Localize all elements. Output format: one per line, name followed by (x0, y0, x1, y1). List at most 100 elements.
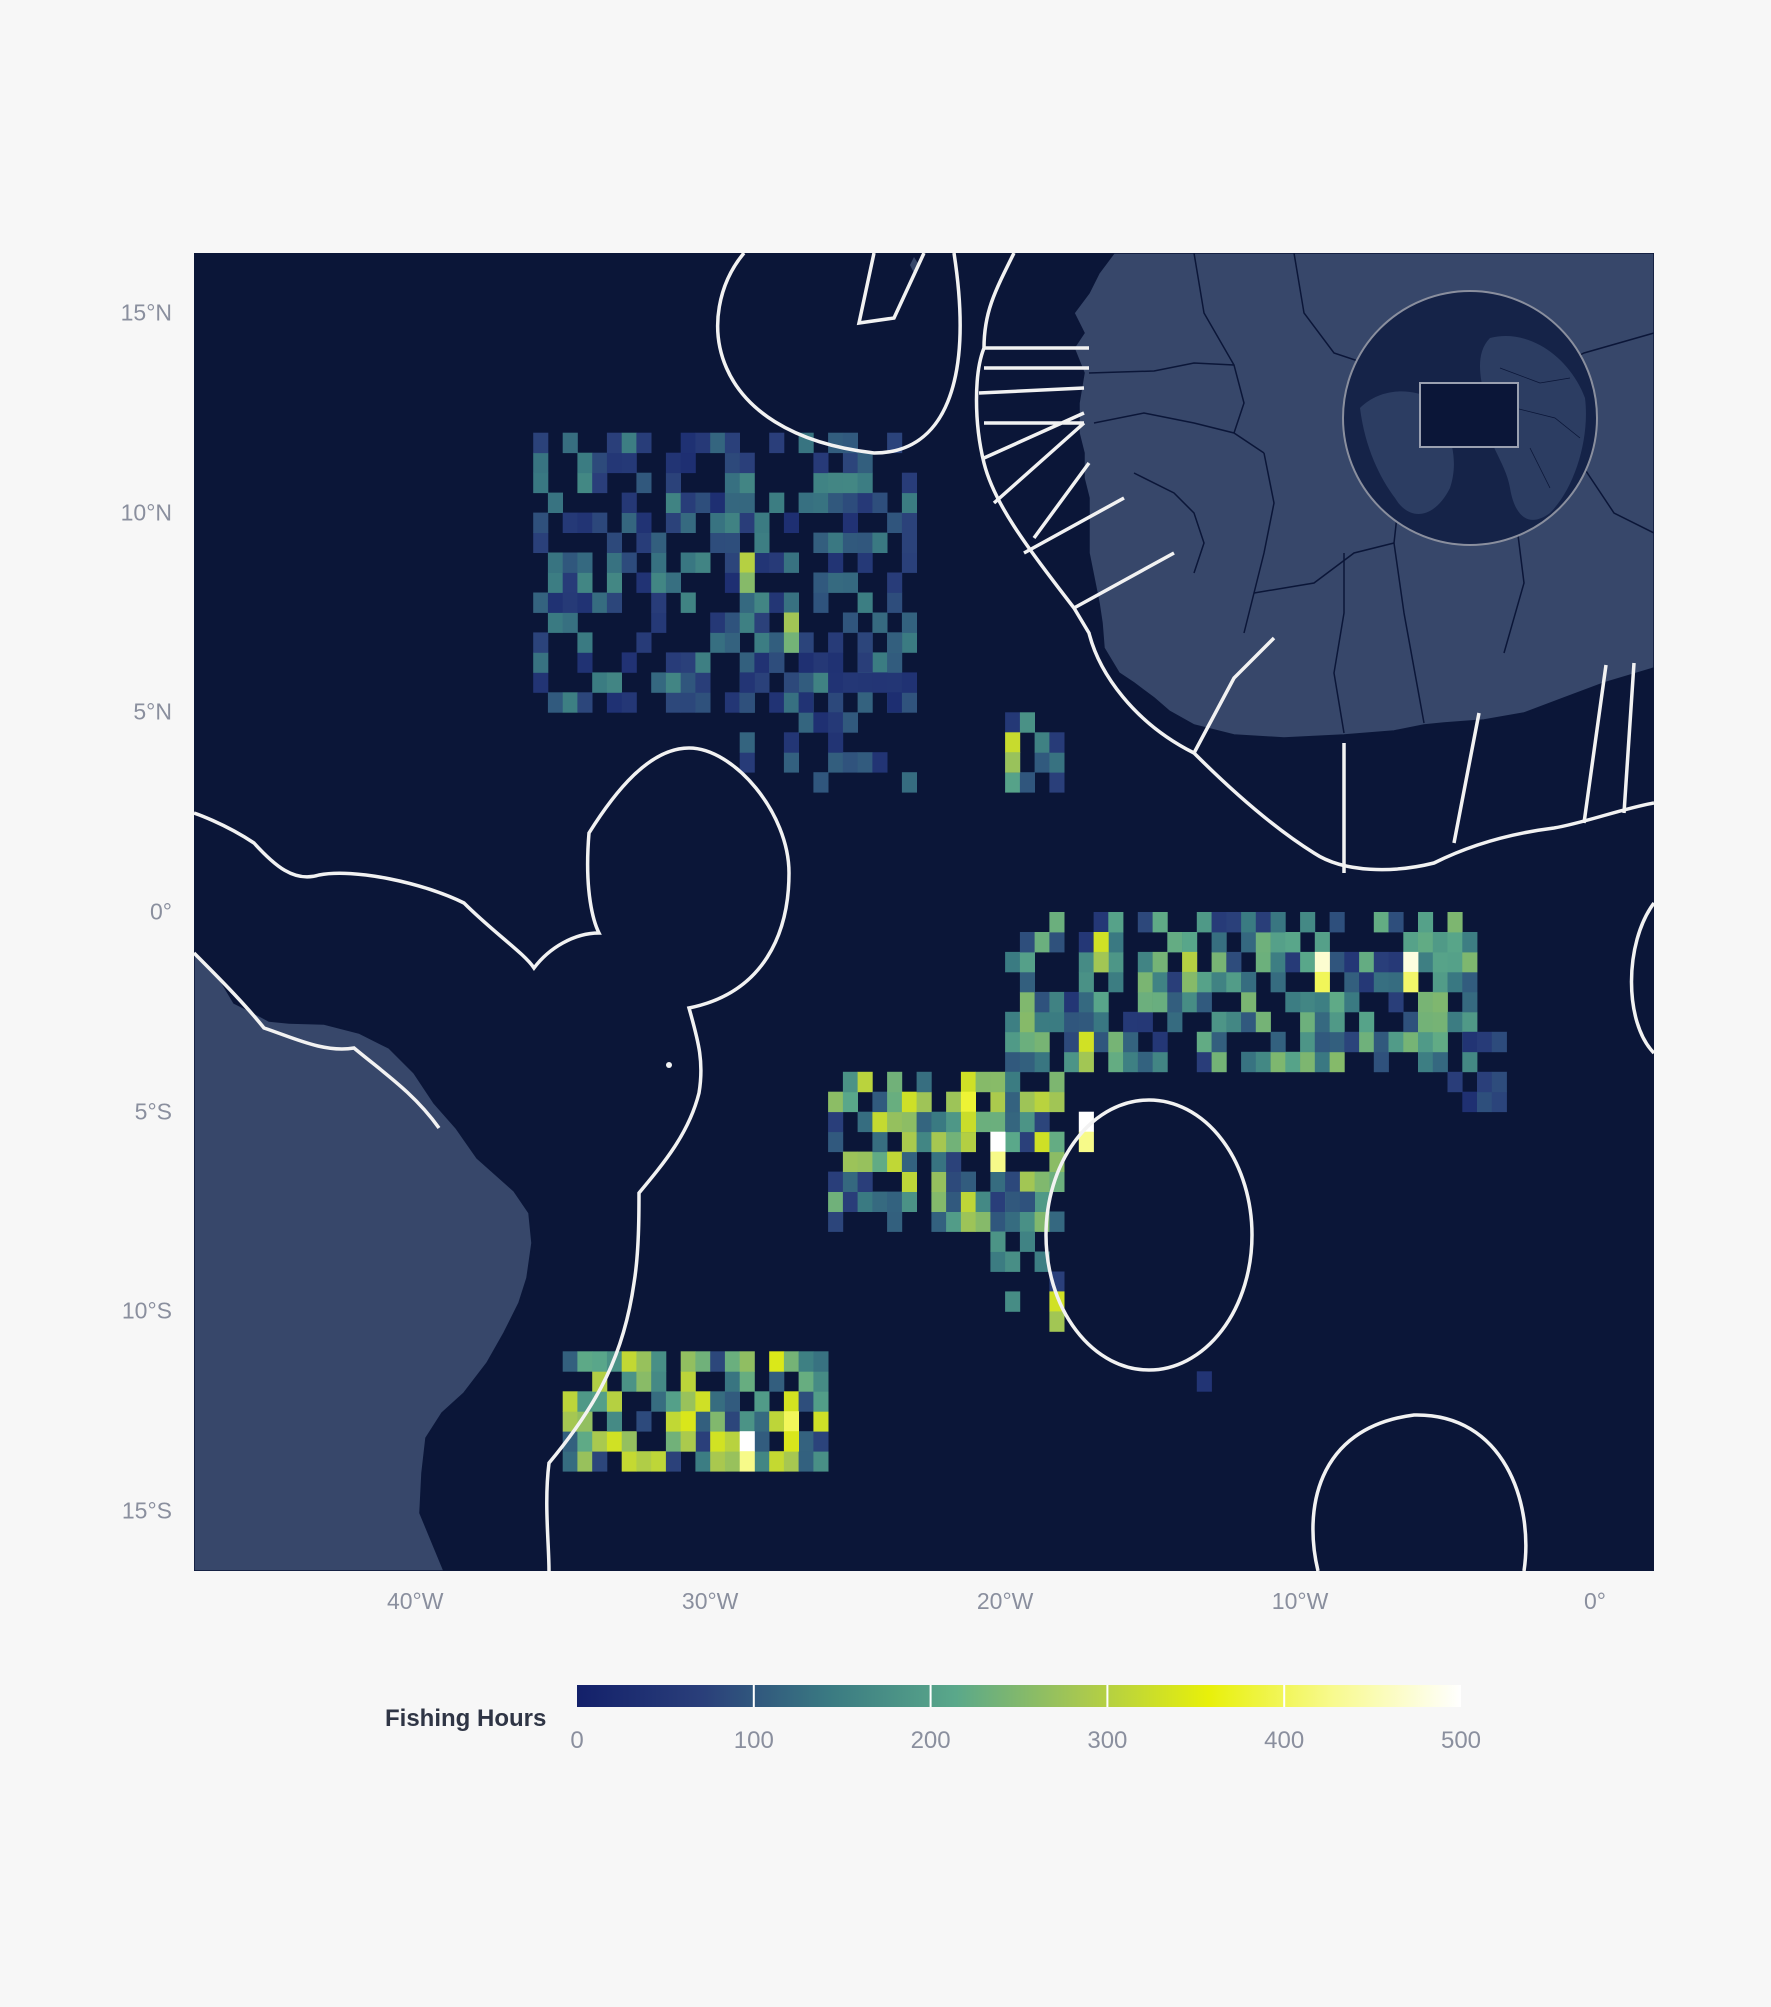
fishing-cell (1108, 912, 1124, 933)
map-frame[interactable] (194, 253, 1654, 1571)
fishing-cell (857, 452, 873, 474)
fishing-cell (901, 612, 917, 633)
fishing-cell (857, 652, 873, 673)
fishing-cell (872, 492, 888, 513)
fishing-cell (547, 572, 563, 593)
fishing-cell (1403, 932, 1419, 953)
fishing-cell (1005, 1131, 1021, 1153)
fishing-cell (1093, 1011, 1109, 1033)
fishing-cell (724, 452, 740, 474)
fishing-cell (813, 1411, 829, 1432)
fishing-cell (651, 1391, 667, 1412)
fishing-cell (636, 1351, 652, 1372)
fishing-cell (680, 1411, 696, 1432)
fishing-cell (769, 492, 785, 513)
fishing-cell (1034, 1031, 1050, 1053)
fishing-cell (680, 512, 696, 533)
fishing-cell (1432, 971, 1448, 993)
fishing-cell (724, 552, 740, 573)
fishing-cell (1005, 772, 1021, 793)
fishing-cell (828, 572, 844, 593)
fishing-cell (1359, 1031, 1375, 1053)
fishing-cell (813, 672, 829, 693)
fishing-cell (1418, 1051, 1434, 1073)
fishing-cell (1211, 932, 1227, 953)
fishing-cell (813, 1391, 829, 1412)
fishing-cell (990, 1231, 1006, 1252)
fishing-cell (1093, 1031, 1109, 1053)
fishing-cell (857, 672, 873, 693)
fishing-cell (577, 552, 593, 573)
fishing-cell (1211, 1011, 1227, 1033)
fishing-cell (1005, 1011, 1021, 1033)
fishing-cell (739, 612, 755, 633)
fishing-cell (562, 572, 578, 593)
fishing-cell (783, 1391, 799, 1412)
fishing-cell (1432, 991, 1448, 1013)
fishing-cell (1241, 932, 1257, 953)
fishing-cell (665, 1411, 681, 1432)
fishing-cell (606, 592, 622, 613)
fishing-cell (916, 1071, 932, 1093)
fishing-cell (1137, 1011, 1153, 1033)
fishing-cell (901, 1131, 917, 1153)
fishing-cell (1462, 1011, 1478, 1033)
fishing-cell (1049, 772, 1065, 793)
fishing-cell (1432, 1031, 1448, 1053)
fishing-cell (960, 1091, 976, 1113)
fishing-cell (1019, 1171, 1035, 1192)
fishing-cell (1078, 951, 1094, 973)
fishing-cell (1462, 1091, 1478, 1113)
fishing-cell (680, 592, 696, 613)
fishing-cell (828, 1131, 844, 1153)
fishing-cell (1019, 971, 1035, 993)
fishing-cell (798, 652, 814, 673)
fishing-cell (1152, 912, 1168, 933)
fishing-cell (1432, 951, 1448, 973)
fishing-cell (1137, 991, 1153, 1013)
fishing-cell (946, 1091, 962, 1113)
fishing-cell (1329, 991, 1345, 1013)
fishing-cell (1049, 1011, 1065, 1033)
fishing-cell (1049, 932, 1065, 953)
fishing-cell (828, 732, 844, 753)
fishing-cell (739, 592, 755, 613)
fishing-cell (1418, 951, 1434, 973)
fishing-cell (606, 572, 622, 593)
fishing-cell (636, 472, 652, 494)
fishing-cell (606, 672, 622, 693)
fishing-cell (1403, 1031, 1419, 1053)
fishing-cell (990, 1131, 1006, 1153)
fishing-cell (533, 592, 549, 613)
fishing-cell (946, 1151, 962, 1172)
fishing-cell (1241, 971, 1257, 993)
fishing-cell (754, 652, 770, 673)
fishing-cell (651, 612, 667, 633)
fishing-cell (577, 452, 593, 474)
fishing-cell (1034, 732, 1050, 753)
fishing-cell (577, 692, 593, 713)
fishing-cell (621, 452, 637, 474)
fishing-cell (665, 572, 681, 593)
fishing-cell (828, 532, 844, 553)
fishing-cell (665, 652, 681, 673)
fishing-cell (680, 1391, 696, 1412)
fishing-cell (1005, 1111, 1021, 1133)
fishing-cell (1049, 1311, 1065, 1332)
fishing-cell (1167, 932, 1183, 953)
fishing-cell (828, 492, 844, 513)
fishing-cell (547, 492, 563, 513)
fishing-cell (651, 592, 667, 613)
fishing-cell (813, 652, 829, 673)
fishing-cell (769, 592, 785, 613)
fishing-cell (592, 452, 608, 474)
fishing-cell (621, 652, 637, 673)
fishing-cell (842, 512, 858, 533)
lon-tick-label: 10°W (1271, 1588, 1329, 1614)
fishing-cell (636, 432, 652, 454)
fishing-cell (990, 1171, 1006, 1192)
fishing-cell (857, 1071, 873, 1093)
fishing-cell (1300, 912, 1316, 933)
fishing-cell (1270, 1031, 1286, 1053)
fishing-cell (1329, 1011, 1345, 1033)
